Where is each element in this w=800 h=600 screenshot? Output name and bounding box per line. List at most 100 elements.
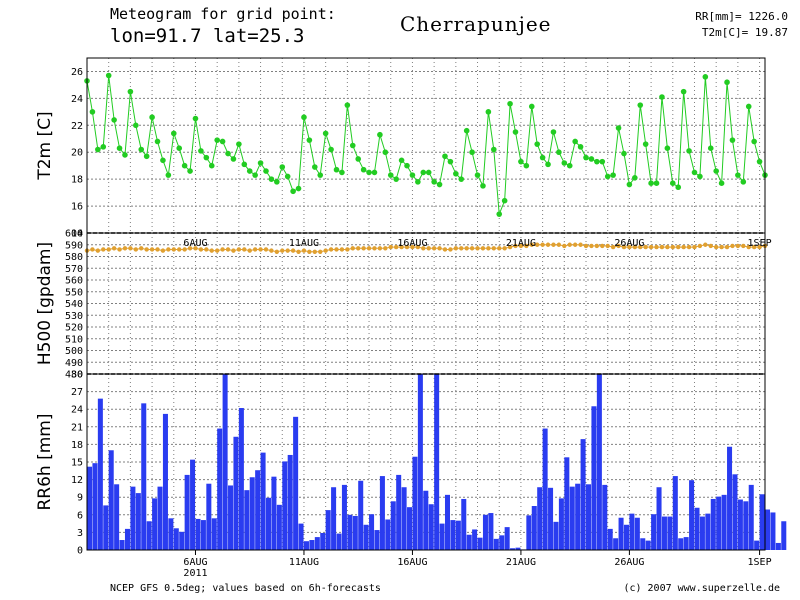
- t2m-data-point: [528, 103, 535, 110]
- precip-bar: [607, 528, 613, 550]
- t2m-data-point: [621, 150, 627, 157]
- t2m-data-point: [420, 169, 427, 176]
- precip-bar: [781, 521, 787, 550]
- t2m-data-point: [751, 138, 757, 145]
- y-tick-label: 520: [65, 323, 83, 334]
- h500-data-point: [659, 244, 665, 250]
- precip-bar: [341, 484, 347, 550]
- t2m-data-point: [274, 179, 280, 185]
- t2m-data-point: [165, 172, 172, 178]
- t2m-data-point: [143, 153, 150, 160]
- footer-credit: (c) 2007 www.superzelle.de: [623, 583, 780, 594]
- precip-bar: [558, 498, 564, 550]
- y-tick-label: 15: [71, 458, 83, 469]
- precip-bar: [390, 501, 396, 550]
- t2m-data-point: [756, 158, 763, 165]
- precip-bar: [444, 494, 451, 550]
- t2m-data-point: [214, 137, 220, 143]
- h500-data-point: [486, 246, 491, 251]
- t2m-data-point: [745, 103, 752, 110]
- precip-bar: [255, 470, 261, 550]
- title-line-1: Meteogram for grid point:: [110, 5, 336, 23]
- h500-data-point: [198, 247, 204, 252]
- h500-data-point: [676, 244, 681, 250]
- precip-bar: [423, 490, 429, 550]
- precip-bar: [710, 498, 716, 550]
- t2m-data-point: [398, 157, 405, 164]
- t2m-data-point: [387, 172, 394, 178]
- precip-bar: [629, 513, 635, 550]
- t2m-data-point: [290, 188, 296, 195]
- precip-bar: [314, 537, 320, 550]
- precip-bar: [217, 428, 223, 550]
- h500-data-point: [404, 244, 410, 250]
- precip-bar: [157, 486, 163, 550]
- h500-data-point: [388, 244, 393, 250]
- precip-bar: [488, 513, 494, 550]
- h500-data-point: [681, 244, 686, 250]
- t2m-data-point: [626, 181, 633, 188]
- precip-bar: [542, 428, 548, 550]
- precip-bar: [770, 512, 776, 550]
- t2m-data-point: [203, 154, 210, 161]
- t2m-data-point: [360, 166, 367, 173]
- precip-bar: [379, 476, 385, 550]
- t2m-data-point: [301, 114, 307, 121]
- x-tick-label: 16AUG: [397, 557, 427, 568]
- h500-data-point: [540, 242, 545, 247]
- precip-bar: [553, 521, 559, 550]
- t2m-data-point: [718, 180, 725, 186]
- t2m-data-point: [355, 156, 362, 162]
- precip-bar: [569, 486, 575, 550]
- precip-bar: [672, 476, 678, 550]
- h500-data-point: [339, 247, 345, 252]
- precip-bar: [92, 463, 98, 550]
- t2m-data-point: [485, 109, 492, 115]
- precip-bar: [748, 484, 754, 550]
- t2m-data-point: [295, 185, 302, 192]
- h500-data-point: [182, 247, 187, 252]
- h500-data-point: [741, 243, 746, 249]
- precip-bar: [455, 520, 461, 550]
- h500-data-point: [643, 244, 648, 250]
- precip-bar: [526, 515, 532, 550]
- h500-data-point: [166, 247, 171, 252]
- t2m-data-point: [447, 158, 454, 165]
- t2m-data-point: [664, 145, 671, 151]
- y-tick-label: 26: [71, 67, 83, 78]
- h500-data-point: [708, 243, 713, 249]
- h500-data-point: [334, 247, 339, 252]
- t2m-data-point: [615, 125, 622, 131]
- h500-data-point: [193, 246, 198, 251]
- h500-data-point: [692, 244, 697, 250]
- h500-data-point: [312, 249, 318, 254]
- t2m-data-point: [149, 114, 155, 121]
- h500-data-point: [600, 243, 605, 249]
- precip-bar: [108, 450, 114, 550]
- h500-data-point: [345, 247, 350, 252]
- precip-bar: [260, 452, 266, 550]
- h500-data-point: [117, 247, 122, 252]
- precip-bar: [358, 480, 364, 550]
- h500-data-point: [703, 242, 708, 247]
- y-tick-label: 590: [65, 240, 83, 251]
- precip-bar: [515, 547, 521, 550]
- h500-data-point: [551, 242, 556, 247]
- t2m-data-point: [404, 162, 410, 169]
- h500-data-point: [421, 246, 426, 251]
- h500-data-point: [214, 248, 220, 253]
- precip-bar: [265, 497, 272, 550]
- precip-bar: [759, 494, 765, 550]
- precip-bar: [162, 413, 168, 550]
- h500-data-point: [735, 243, 741, 249]
- precip-bar: [168, 518, 174, 550]
- h500-data-point: [269, 248, 274, 253]
- y-tick-label: 24: [71, 405, 83, 416]
- t2m-data-point: [344, 102, 351, 108]
- precip-bar: [434, 374, 440, 550]
- h500-data-point: [730, 243, 735, 249]
- t2m-data-point: [257, 160, 264, 166]
- x-tick-label: 11AUG: [289, 557, 319, 568]
- precip-bar: [173, 528, 179, 550]
- precip-bar: [271, 476, 277, 550]
